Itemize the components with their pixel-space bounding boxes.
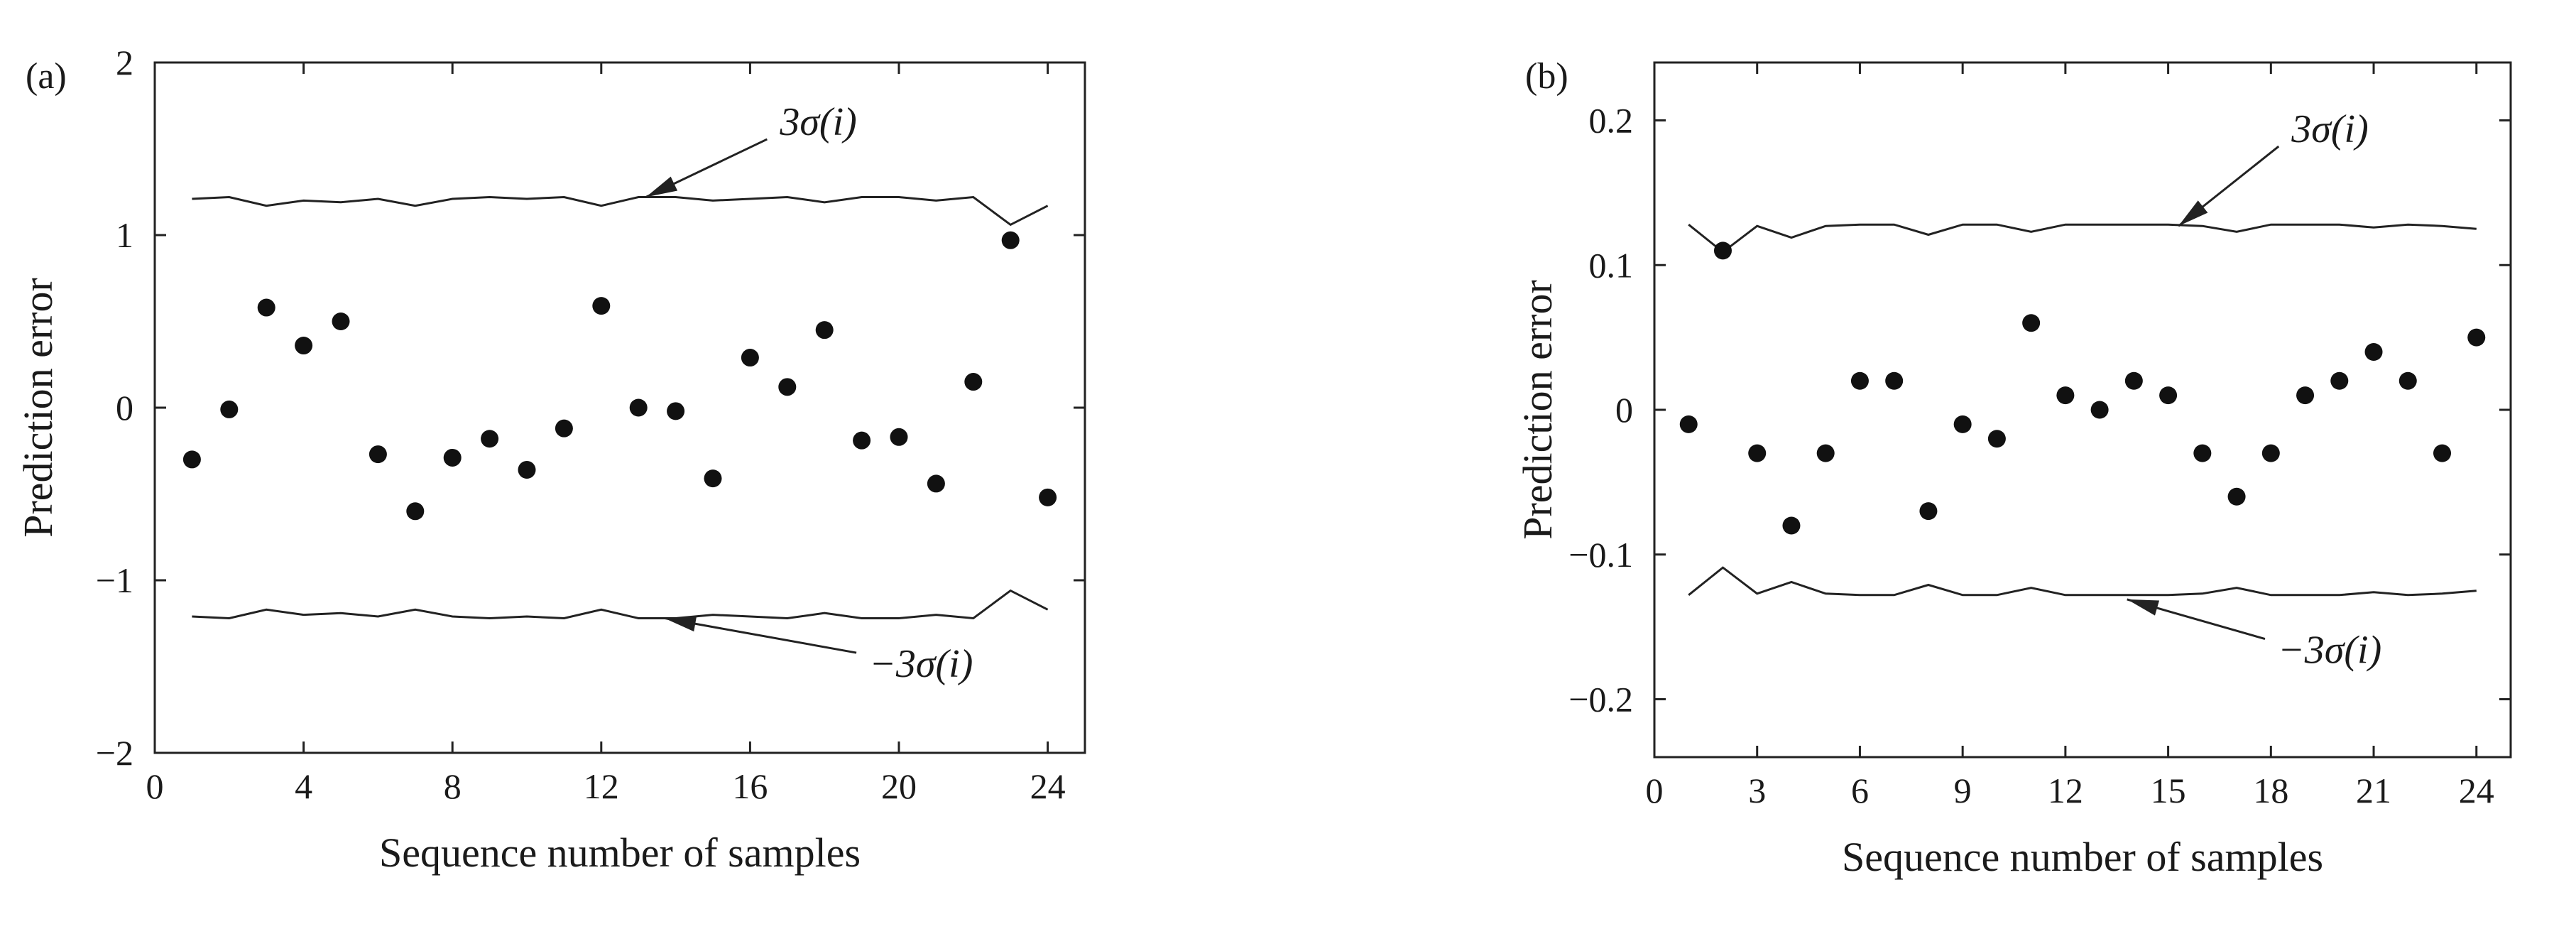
annotation-label: 3σ(i) <box>2291 107 2368 151</box>
x-tick-label: 0 <box>146 766 164 806</box>
data-point <box>778 378 797 396</box>
annotation-arrow-head <box>664 616 697 632</box>
y-tick-label: −0.1 <box>1568 535 1633 575</box>
y-axis-label: Prediction error <box>1515 280 1561 540</box>
x-tick-label: 3 <box>1748 771 1766 810</box>
x-tick-label: 9 <box>1954 771 1972 810</box>
data-point <box>1039 488 1057 506</box>
y-tick-label: 0.1 <box>1589 245 1634 285</box>
data-point <box>741 349 759 367</box>
upper-3sigma-line <box>1688 223 2477 254</box>
lower-3sigma-line <box>1688 566 2477 597</box>
y-axis-label: Prediction error <box>15 278 61 538</box>
x-tick-label: 6 <box>1851 771 1869 810</box>
data-point <box>220 400 239 418</box>
y-tick-label: 0.2 <box>1589 101 1634 141</box>
x-tick-label: 24 <box>2459 771 2494 810</box>
data-point <box>481 430 499 448</box>
annotation-arrow-head <box>2127 599 2160 616</box>
data-point <box>1987 430 2006 448</box>
data-point <box>2227 487 2246 506</box>
data-point <box>2364 343 2383 361</box>
y-tick-label: 0 <box>1615 390 1633 430</box>
data-point <box>2090 401 2109 419</box>
data-point <box>1679 415 1698 433</box>
x-tick-label: 24 <box>1030 766 1066 806</box>
x-tick-label: 0 <box>1646 771 1664 810</box>
data-point <box>295 337 313 355</box>
x-tick-label: 12 <box>2048 771 2083 810</box>
plot-frame <box>1653 61 2512 759</box>
x-tick-label: 12 <box>584 766 619 806</box>
chart-panel-b: 0 3 6 9 12 15 18 21 24 −0.2 −0.1 0 0.1 0.2 Sequence nu… <box>1515 56 2512 880</box>
data-point <box>443 448 462 467</box>
data-point <box>182 450 201 469</box>
x-axis-label: Sequence number of samples <box>1842 834 2323 880</box>
data-point <box>2124 371 2143 390</box>
data-point <box>1782 516 1801 535</box>
y-tick-label: 1 <box>116 215 133 255</box>
data-point <box>406 502 425 521</box>
data-point <box>2261 444 2280 462</box>
data-point <box>2159 386 2178 405</box>
x-tick-label: 20 <box>881 766 917 806</box>
data-point <box>1919 502 1938 521</box>
panel-label: (a) <box>26 56 67 97</box>
data-point <box>1748 444 1767 462</box>
y-tick-label: 0 <box>116 388 133 428</box>
x-tick-label: 4 <box>295 766 312 806</box>
x-tick-label: 15 <box>2151 771 2186 810</box>
data-point <box>2056 386 2075 405</box>
annotation-label: −3σ(i) <box>2278 629 2381 673</box>
y-tick-label: −0.2 <box>1568 680 1633 719</box>
data-point <box>1001 231 1020 249</box>
data-point <box>704 469 722 488</box>
data-point <box>555 419 573 438</box>
data-point <box>1953 415 1972 433</box>
y-tick-label: −1 <box>96 560 133 600</box>
data-point <box>815 321 834 339</box>
x-tick-label: 8 <box>444 766 462 806</box>
y-tick-label: 2 <box>116 43 133 82</box>
data-point <box>518 460 536 479</box>
data-point <box>369 445 387 464</box>
data-point <box>629 398 648 417</box>
data-point <box>853 431 871 450</box>
data-point <box>964 373 983 391</box>
data-point <box>927 474 945 493</box>
data-point <box>2467 328 2486 347</box>
panel-label: (b) <box>1525 56 1568 97</box>
annotation-arrow-head <box>2178 200 2208 227</box>
data-point <box>592 297 611 315</box>
upper-3sigma-line <box>192 195 1049 227</box>
data-point <box>2193 444 2212 462</box>
data-point <box>2398 371 2417 390</box>
data-point <box>667 402 685 420</box>
data-point <box>332 313 350 330</box>
x-axis-label: Sequence number of samples <box>379 830 861 876</box>
x-tick-label: 16 <box>732 766 768 806</box>
data-point <box>890 428 908 446</box>
y-tick-label: −2 <box>96 733 133 773</box>
annotation-arrow-line <box>664 616 857 654</box>
annotation-label: 3σ(i) <box>779 100 856 144</box>
data-point <box>1713 241 1732 260</box>
data-point <box>1850 371 1869 390</box>
data-point <box>257 298 275 317</box>
lower-3sigma-line <box>192 589 1049 620</box>
x-tick-label: 21 <box>2356 771 2391 810</box>
data-point <box>2296 386 2315 405</box>
annotation-label: −3σ(i) <box>869 642 973 686</box>
data-point <box>2022 314 2041 332</box>
data-point <box>1885 371 1904 390</box>
data-point <box>2433 444 2452 462</box>
data-point <box>2330 371 2349 390</box>
annotation-arrow-head <box>645 176 678 197</box>
data-point <box>1816 444 1835 462</box>
x-tick-label: 18 <box>2253 771 2288 810</box>
